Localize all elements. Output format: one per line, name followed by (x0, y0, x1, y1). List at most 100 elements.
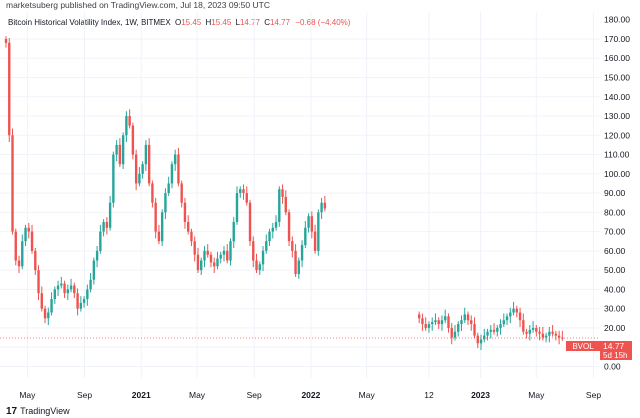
candle-up (457, 321, 460, 337)
candle-down (37, 265, 40, 300)
candle-down (183, 197, 187, 229)
candle-body (463, 314, 466, 321)
candle-down (27, 222, 30, 239)
candle-down (291, 236, 294, 258)
candle-up (164, 188, 167, 220)
candle-up (108, 195, 112, 231)
candle-up (261, 246, 265, 272)
candle-body (190, 231, 193, 242)
candle-down (421, 313, 424, 331)
candle-body (476, 335, 479, 344)
candle-body (300, 245, 304, 261)
candle-body (518, 312, 522, 321)
candle-body (291, 241, 294, 251)
close-value: 14.77 (270, 18, 291, 27)
candle-body (203, 250, 206, 261)
candle-down (226, 244, 229, 264)
price-chart[interactable]: 0.0010.0020.0030.0040.0050.0060.0070.008… (0, 12, 640, 404)
candle-down (154, 197, 157, 239)
candle-body (180, 183, 183, 203)
candle-down (437, 317, 440, 329)
candle-up (99, 224, 102, 254)
candle-down (17, 255, 21, 274)
candle-down (561, 330, 564, 341)
candle-body (297, 260, 301, 274)
candle-body (141, 164, 144, 174)
candle-body (115, 144, 118, 155)
candle-body (313, 231, 317, 251)
candle-down (447, 313, 450, 333)
y-tick-label: 150.00 (604, 72, 630, 82)
candle-up (82, 296, 86, 308)
candle-up (239, 186, 242, 198)
candle-down (252, 236, 255, 268)
candle-body (99, 231, 102, 251)
candle-body (232, 221, 235, 242)
candle-body (167, 183, 170, 194)
candle-body (186, 221, 190, 232)
candle-up (95, 246, 99, 268)
candle-body (554, 333, 558, 336)
candle-down (417, 311, 421, 324)
candle-up (548, 326, 551, 343)
publisher-line: marketsuberg published on TradingView.co… (6, 0, 270, 10)
candle-body (17, 260, 21, 267)
y-tick-label: 160.00 (604, 53, 630, 63)
candle-down (105, 217, 109, 235)
candle-up (268, 228, 271, 247)
candle-body (157, 231, 161, 242)
candle-up (307, 213, 310, 233)
candle-body (245, 193, 248, 203)
candle-down (522, 313, 525, 335)
candle-up (479, 334, 483, 351)
candle-down (14, 228, 17, 266)
x-tick-label: 2022 (301, 390, 320, 400)
candle-down (76, 288, 79, 316)
candle-body (489, 329, 492, 332)
x-tick-label: 12 (424, 390, 434, 400)
candle-down (177, 147, 180, 187)
header-bar: marketsuberg published on TradingView.co… (0, 0, 640, 12)
candle-body (73, 285, 76, 294)
candle-down (284, 190, 288, 216)
candle-up (463, 307, 466, 324)
candle-up (304, 221, 307, 248)
candle-body (37, 270, 40, 294)
candle-body (541, 333, 545, 338)
candle-body (561, 337, 564, 339)
candle-body (30, 231, 34, 251)
candle-down (190, 228, 193, 247)
candle-body (278, 189, 281, 222)
tradingview-logo[interactable]: 17 TradingView (6, 406, 70, 417)
y-tick-label: 130.00 (604, 111, 630, 121)
candle-body (287, 212, 291, 242)
x-tick-label: May (528, 390, 545, 400)
candle-up (427, 321, 431, 333)
candle-body (544, 335, 548, 338)
candle-body (53, 289, 57, 300)
candle-up (512, 301, 515, 316)
candle-body (522, 320, 525, 332)
candle-down (518, 307, 522, 327)
candle-down (193, 236, 196, 262)
candle-body (304, 227, 307, 246)
price-label-badge: BVOL 14.77 5d 15h (566, 341, 632, 360)
y-tick-label: 60.00 (604, 246, 626, 256)
candle-up (121, 132, 125, 169)
candle-body (525, 331, 528, 334)
candle-body (457, 324, 460, 332)
candle-body (499, 324, 502, 328)
candle-up (92, 257, 96, 285)
candle-up (483, 328, 486, 343)
y-tick-label: 30.00 (604, 304, 626, 314)
candle-body (219, 254, 222, 259)
candle-body (34, 250, 37, 271)
candle-up (320, 197, 323, 220)
candle-body (515, 308, 519, 313)
candle-up (203, 246, 206, 268)
candle-down (128, 109, 131, 129)
candle-body (206, 250, 209, 255)
candle-up (431, 317, 434, 331)
candle-down (466, 311, 470, 326)
candle-down (63, 280, 66, 299)
